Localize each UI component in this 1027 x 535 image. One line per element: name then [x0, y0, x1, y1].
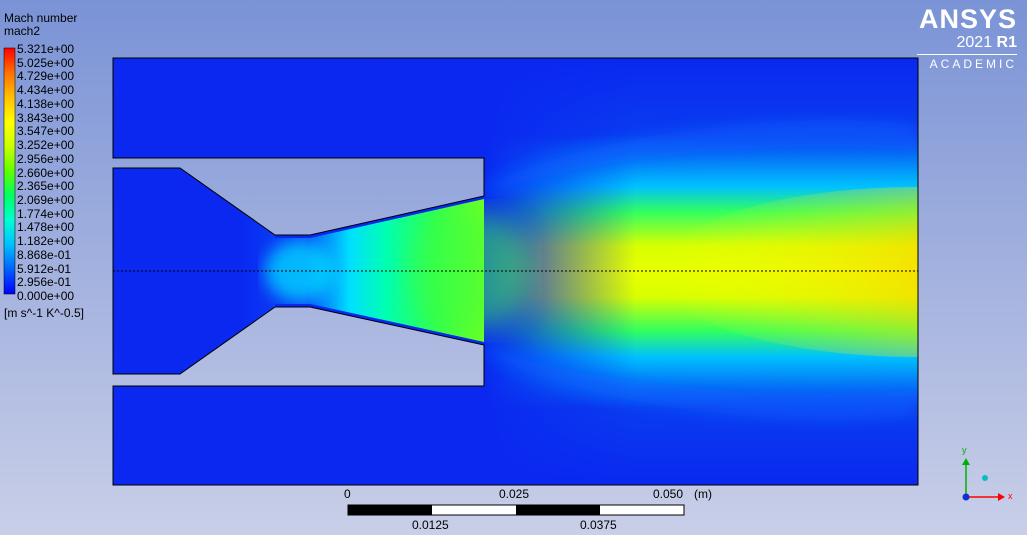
legend-tick-label: 3.547e+00	[17, 124, 75, 139]
legend-tick-label: 3.843e+00	[17, 110, 75, 125]
scale-label-00125: 0.0125	[412, 518, 449, 532]
scale-bar	[347, 504, 685, 516]
legend-tick-label: 8.868e-01	[17, 247, 72, 262]
scale-label-0025: 0.025	[499, 487, 530, 501]
brand-version: 2021 R1	[956, 34, 1018, 51]
scale-label-0050: 0.050	[653, 487, 684, 501]
legend-tick-label: 4.434e+00	[17, 83, 75, 98]
axis-label-y: y	[962, 445, 967, 455]
legend-tick-label: 2.069e+00	[17, 192, 75, 207]
z-axis-marker	[982, 475, 988, 481]
scale-segment-1	[348, 505, 432, 515]
legend-tick-label: 5.321e+00	[17, 42, 75, 56]
legend-variable: mach2	[4, 24, 41, 38]
ansys-logo: ANSYS 2021 R1 ACADEMIC	[917, 6, 1017, 70]
legend-tick-label: 4.138e+00	[17, 96, 75, 111]
legend-tick-label: 2.365e+00	[17, 179, 75, 194]
legend-tick-label: 1.478e+00	[17, 220, 75, 235]
scale-unit: (m)	[694, 487, 712, 501]
legend-title: Mach number	[4, 11, 78, 25]
legend-tick-label: 5.025e+00	[17, 55, 75, 70]
legend-tick-label: 0.000e+00	[17, 289, 75, 303]
axis-triad	[962, 458, 1005, 501]
triad-origin	[962, 493, 970, 501]
scale-label-0: 0	[344, 487, 351, 501]
legend-tick-label: 2.660e+00	[17, 165, 75, 180]
legend-tick-label: 2.956e-01	[17, 275, 72, 290]
domain-outline	[112, 57, 919, 486]
legend-tick-label: 5.912e-01	[17, 261, 72, 276]
legend-tick-label: 4.729e+00	[17, 69, 75, 84]
brand-edition: ACADEMIC	[929, 57, 1017, 71]
legend-tick-label: 3.252e+00	[17, 138, 75, 153]
legend-tick-label: 1.182e+00	[17, 234, 75, 249]
legend-tick-label: 1.774e+00	[17, 206, 75, 221]
legend-colorbar	[3, 47, 16, 295]
scale-segment-3	[516, 505, 600, 515]
axis-label-x: x	[1008, 491, 1013, 501]
legend-tick-label: 2.956e+00	[17, 151, 75, 166]
brand-name: ANSYS	[918, 4, 1017, 34]
scale-label-00375: 0.0375	[580, 518, 617, 532]
legend-unit: [m s^-1 K^-0.5]	[4, 306, 84, 320]
